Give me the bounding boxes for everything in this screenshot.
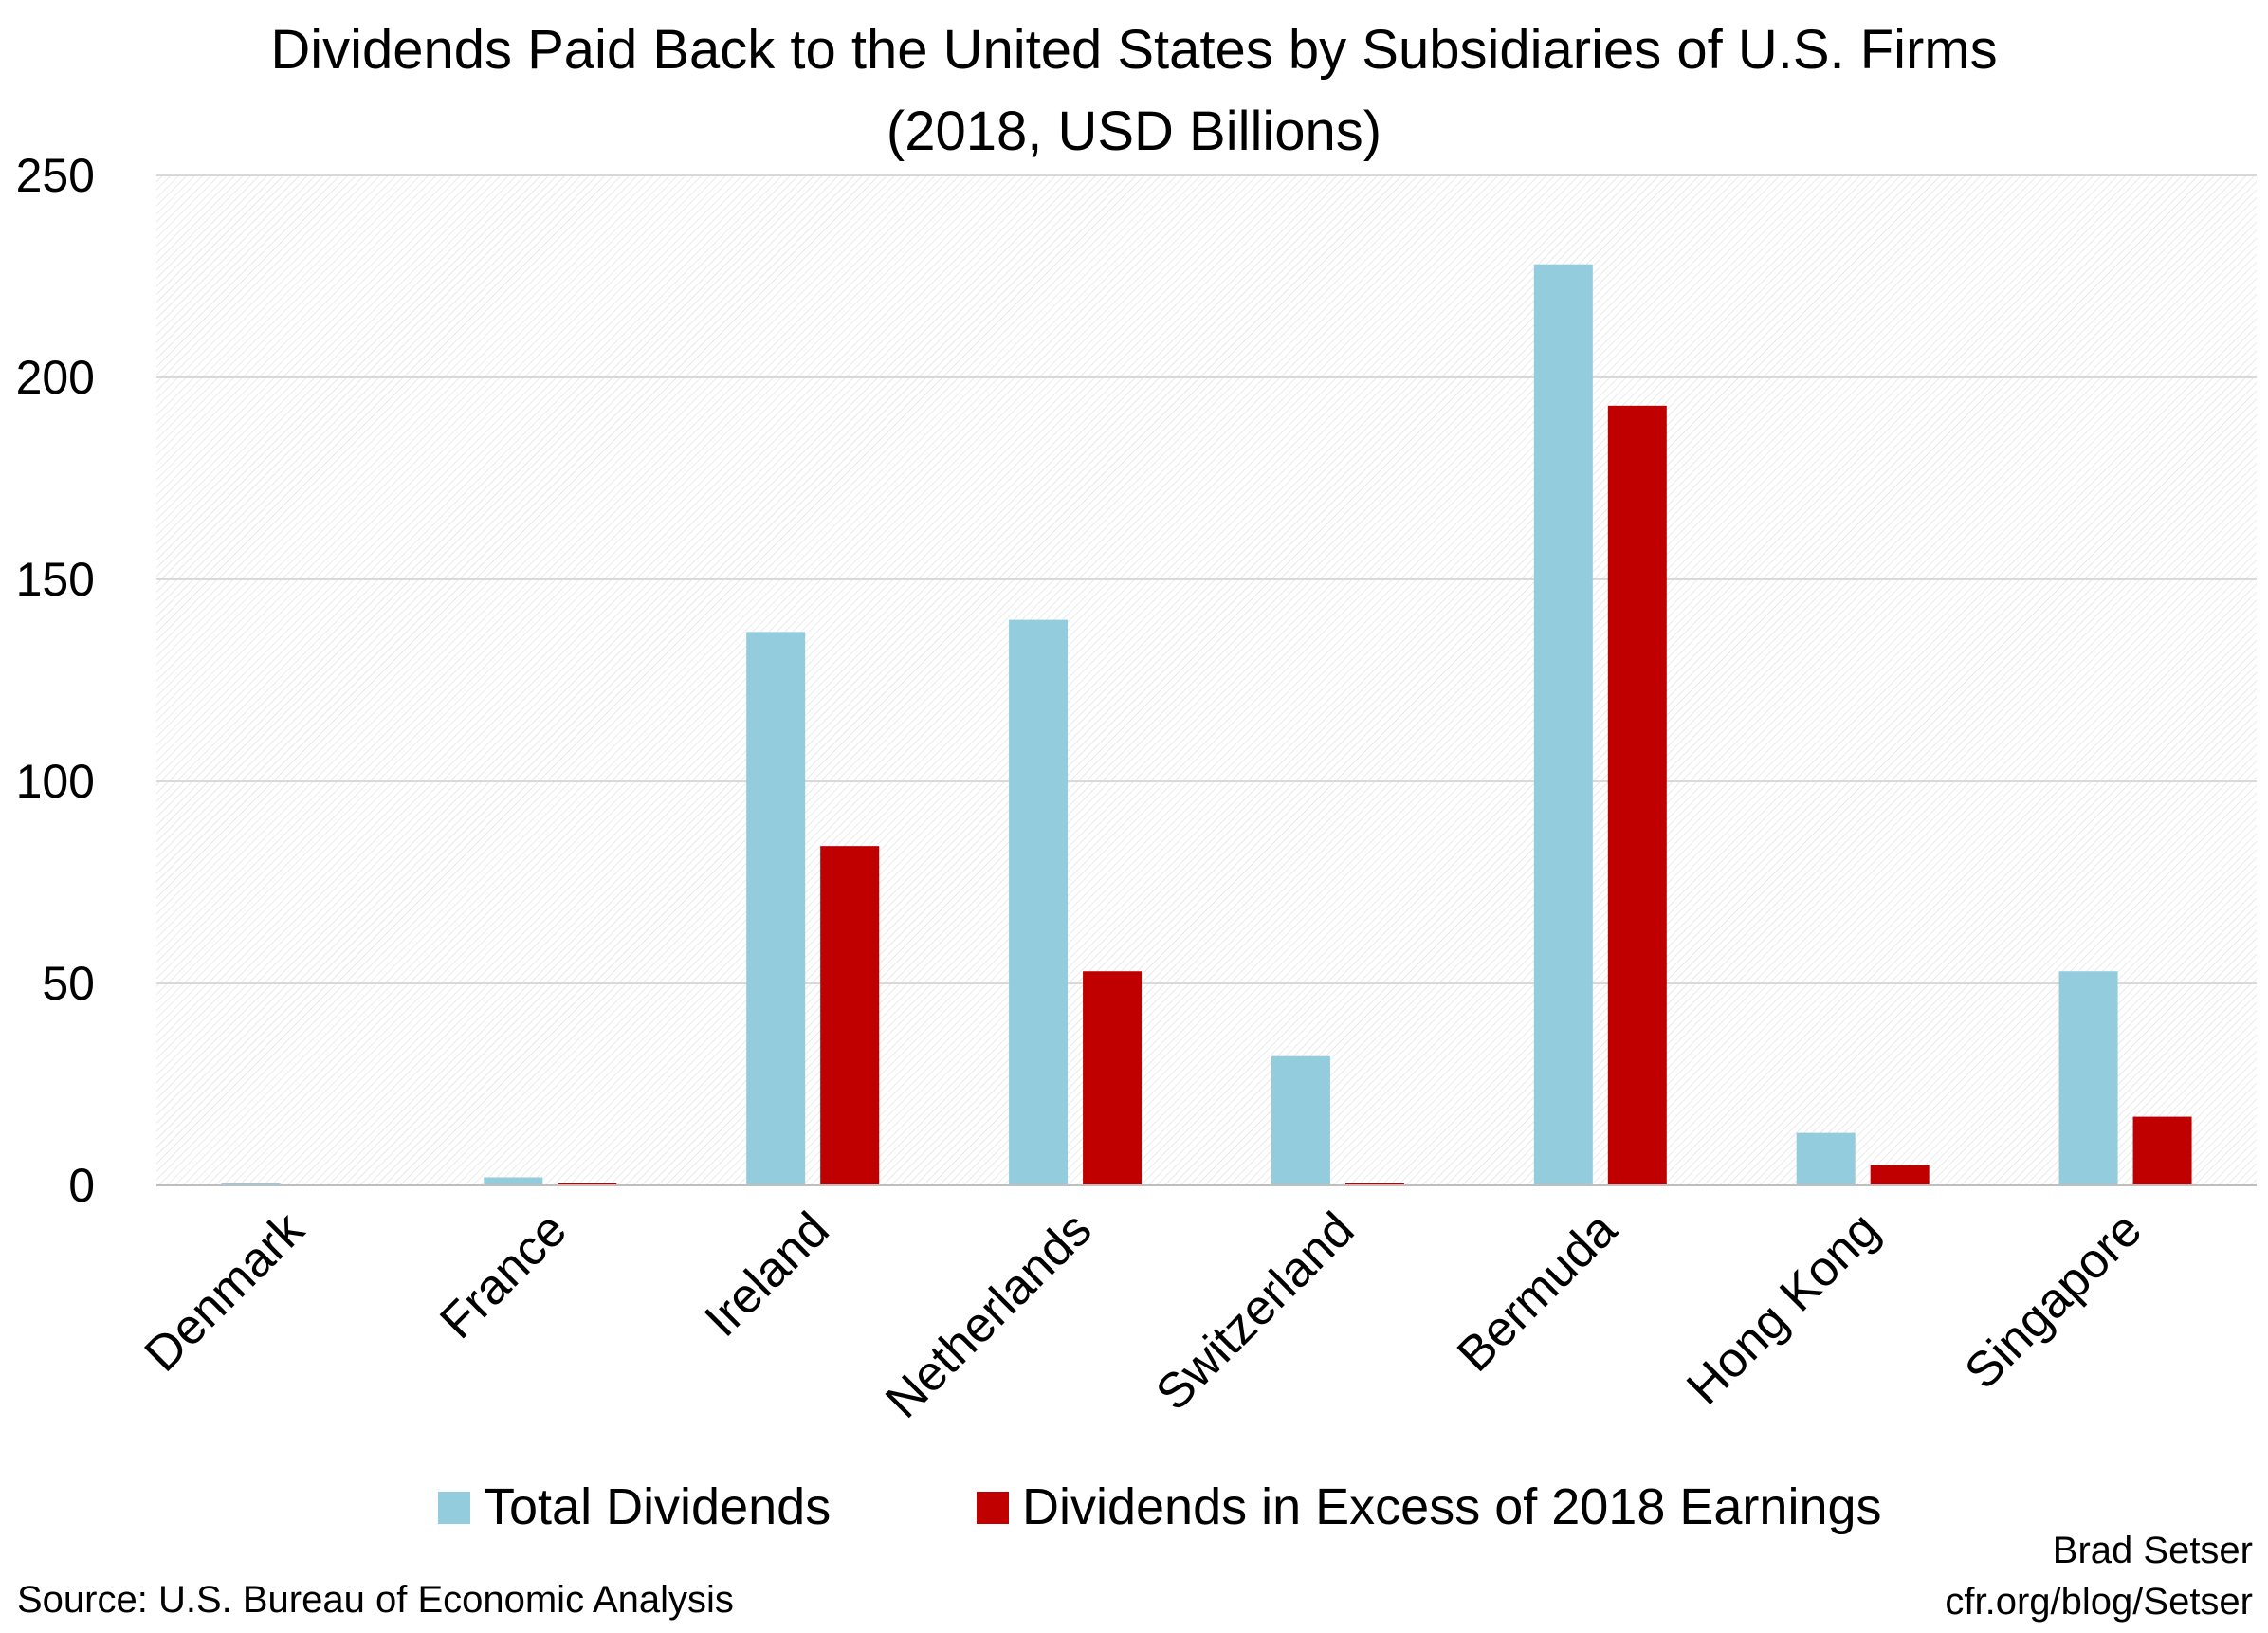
x-tick-label-singapore: Singapore: [1954, 1202, 2152, 1400]
y-axis: 0 50 100 150 200 250: [16, 149, 95, 1212]
bar-hong-kong-dividends-in-excess-of-2018-earnings: [1870, 1165, 1930, 1185]
bar-bermuda-dividends-in-excess-of-2018-earnings: [1607, 405, 1667, 1185]
bar-ireland-total-dividends: [746, 632, 806, 1185]
bar-singapore-dividends-in-excess-of-2018-earnings: [2132, 1116, 2192, 1185]
x-tick-label-ireland: Ireland: [694, 1202, 839, 1347]
y-tick-label: 250: [16, 149, 95, 202]
chart-title: Dividends Paid Back to the United States…: [270, 19, 1997, 81]
y-tick-label: 100: [16, 755, 95, 808]
bar-ireland-dividends-in-excess-of-2018-earnings: [820, 846, 880, 1185]
bars: [221, 264, 2192, 1186]
x-tick-label-bermuda: Bermuda: [1447, 1202, 1627, 1382]
credit-author: Brad Setser: [2053, 1530, 2253, 1571]
x-axis: Denmark France Ireland Netherlands Switzerla…: [135, 1202, 2152, 1429]
bar-bermuda-total-dividends: [1533, 264, 1593, 1186]
bar-denmark-total-dividends: [221, 1183, 281, 1185]
bar-france-total-dividends: [484, 1177, 543, 1185]
legend: Total Dividends Dividends in Excess of 2…: [438, 1478, 1882, 1535]
y-tick-label: 150: [16, 553, 95, 606]
legend-label-dividends-in-excess: Dividends in Excess of 2018 Earnings: [1022, 1478, 1882, 1535]
y-tick-label: 0: [68, 1159, 95, 1212]
y-tick-label: 200: [16, 351, 95, 404]
y-tick-label: 50: [42, 957, 95, 1010]
bar-switzerland-total-dividends: [1271, 1055, 1330, 1185]
credit-url: cfr.org/blog/Setser: [1945, 1581, 2253, 1623]
x-tick-label-netherlands: Netherlands: [875, 1202, 1102, 1428]
legend-label-total-dividends: Total Dividends: [484, 1478, 831, 1535]
x-tick-label-switzerland: Switzerland: [1145, 1202, 1364, 1421]
x-tick-label-hong-kong: Hong Kong: [1676, 1202, 1890, 1415]
bar-hong-kong-total-dividends: [1796, 1132, 1856, 1185]
x-tick-label-denmark: Denmark: [135, 1202, 316, 1383]
legend-swatch-dividends-in-excess: [977, 1492, 1009, 1524]
bar-singapore-total-dividends: [2058, 971, 2118, 1185]
plot-area: [156, 175, 2257, 1185]
bar-netherlands-dividends-in-excess-of-2018-earnings: [1083, 971, 1143, 1185]
source-note: Source: U.S. Bureau of Economic Analysis: [17, 1579, 734, 1621]
bar-netherlands-total-dividends: [1009, 619, 1069, 1185]
bar-switzerland-dividends-in-excess-of-2018-earnings: [1344, 1183, 1404, 1185]
legend-swatch-total-dividends: [438, 1492, 470, 1524]
bar-france-dividends-in-excess-of-2018-earnings: [558, 1183, 617, 1185]
x-tick-label-france: France: [430, 1202, 576, 1349]
chart-subtitle: (2018, USD Billions): [887, 101, 1381, 162]
